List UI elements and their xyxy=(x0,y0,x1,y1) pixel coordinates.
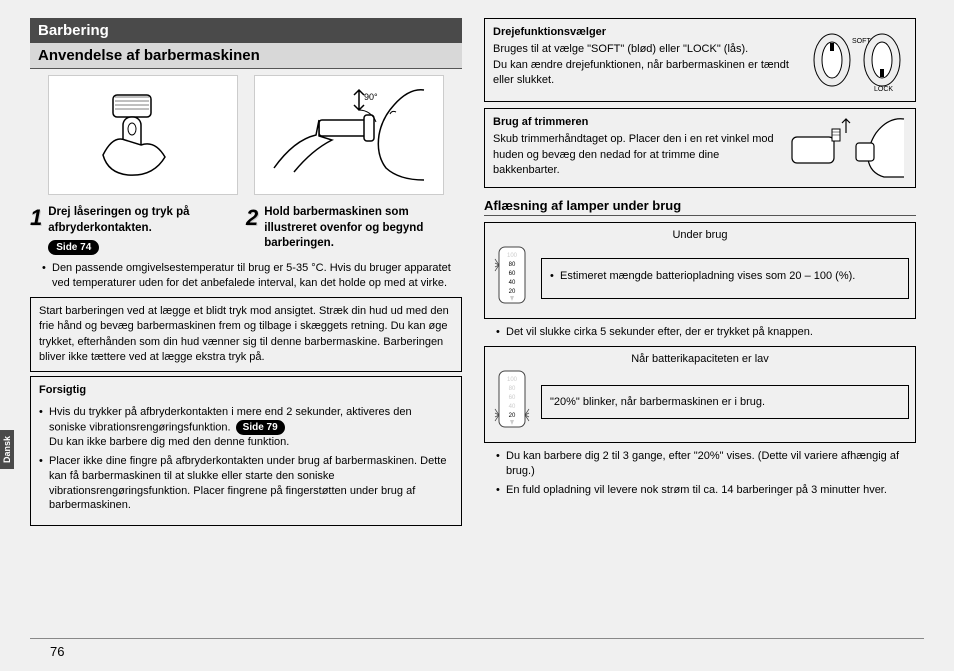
battery-indicator-full-icon: 100 80 60 40 20 xyxy=(491,245,533,312)
page-ref-74: Side 74 xyxy=(48,240,99,255)
caution-item-1: Hvis du trykker på afbryderkontakten i m… xyxy=(39,405,447,450)
lamp-use-note: Det vil slukke cirka 5 sekunder efter, d… xyxy=(496,325,910,340)
dial-text-a: Bruges til at vælge "SOFT" (blød) eller … xyxy=(493,42,799,57)
angle-label: 90° xyxy=(364,92,378,102)
trimmer-box: Brug af trimmeren Skub trimmerhåndtaget … xyxy=(484,108,916,188)
dial-text-b: Du kan ændre drejefunktionen, når barber… xyxy=(493,58,799,89)
battery-indicator-low-icon: 100 80 60 40 20 xyxy=(491,369,533,436)
step-2-text: Hold barbermaskinen som illustreret oven… xyxy=(264,205,446,255)
svg-text:80: 80 xyxy=(509,386,516,392)
dial-box: Drejefunktionsvælger Bruges til at vælge… xyxy=(484,18,916,102)
step-2-number: 2 xyxy=(246,205,258,255)
dial-lock-label: LOCK xyxy=(874,86,893,93)
trimmer-text: Skub trimmerhåndtaget op. Placer den i e… xyxy=(493,132,779,178)
section-title-barbering: Barbering xyxy=(30,18,462,43)
lamp-low-title: Når batterikapaciteten er lav xyxy=(491,353,909,365)
lamp-note-b: En fuld opladning vil levere nok strøm t… xyxy=(496,483,910,498)
svg-text:40: 40 xyxy=(509,404,516,410)
svg-text:100: 100 xyxy=(507,253,518,259)
section-title-usage: Anvendelse af barbermaskinen xyxy=(30,43,462,69)
lamp-use-text: Estimeret mængde batteriopladning vises … xyxy=(541,258,909,299)
svg-text:40: 40 xyxy=(509,280,516,286)
lamp-use-bullet: Estimeret mængde batteriopladning vises … xyxy=(550,269,900,284)
caution-item-2: Placer ikke dine fingre på afbryderkonta… xyxy=(39,454,447,513)
dial-title: Drejefunktionsvælger xyxy=(493,25,799,40)
page-content: Barbering Anvendelse af barbermaskinen xyxy=(30,18,924,618)
caution-box: Forsigtig Hvis du trykker på afbryderkon… xyxy=(30,376,462,526)
illustration-shaver-hold xyxy=(48,75,238,195)
footer-rule xyxy=(30,638,924,639)
svg-text:20: 20 xyxy=(509,289,516,295)
step-2: 2 Hold barbermaskinen som illustreret ov… xyxy=(246,205,446,255)
caution-1a: Hvis du trykker på afbryderkontakten i m… xyxy=(49,406,412,434)
svg-text:20: 20 xyxy=(509,413,516,419)
lamp-use-title: Under brug xyxy=(491,229,909,241)
trimmer-title: Brug af trimmeren xyxy=(493,115,779,130)
temperature-note: Den passende omgivelsestemperatur til br… xyxy=(42,261,456,291)
lamp-during-use: Under brug 100 80 60 40 20 Estimere xyxy=(484,222,916,319)
illustration-shave-face: 90° xyxy=(254,75,444,195)
dial-illustration: SOFT LOCK xyxy=(807,25,907,95)
lamp-low-text: "20%" blinker, når barbermaskinen er i b… xyxy=(541,385,909,419)
page-ref-79: Side 79 xyxy=(236,420,285,436)
svg-text:60: 60 xyxy=(509,395,516,401)
start-shaving-box: Start barberingen ved at lægge et blidt … xyxy=(30,297,462,373)
svg-text:80: 80 xyxy=(509,262,516,268)
lamp-low-battery: Når batterikapaciteten er lav 100 80 60 … xyxy=(484,346,916,443)
step-1-text: Drej låseringen og tryk på afbryderkonta… xyxy=(48,205,230,236)
page-number: 76 xyxy=(50,644,64,659)
language-tab: Dansk xyxy=(0,430,14,469)
right-column: Drejefunktionsvælger Bruges til at vælge… xyxy=(484,18,916,618)
step-1: 1 Drej låseringen og tryk på afbryderkon… xyxy=(30,205,230,255)
step-1-number: 1 xyxy=(30,205,42,255)
svg-text:100: 100 xyxy=(507,377,518,383)
caution-1b: Du kan ikke barbere dig med den denne fu… xyxy=(49,436,289,448)
lamps-heading: Aflæsning af lamper under brug xyxy=(484,194,916,216)
trimmer-illustration xyxy=(787,115,907,181)
lamp-note-a: Du kan barbere dig 2 til 3 gange, efter … xyxy=(496,449,910,479)
left-column: Barbering Anvendelse af barbermaskinen xyxy=(30,18,462,618)
svg-text:60: 60 xyxy=(509,271,516,277)
caution-title: Forsigtig xyxy=(39,383,453,398)
